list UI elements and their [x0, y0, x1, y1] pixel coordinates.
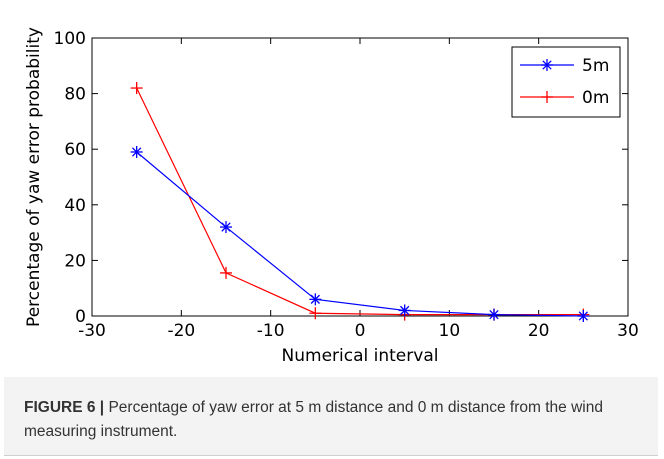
caption-text: Percentage of yaw error at 5 m distance … — [24, 399, 603, 440]
marker-stroke — [578, 311, 588, 321]
data-point-5m — [130, 145, 143, 158]
data-point-0m — [309, 307, 322, 320]
series-group — [130, 82, 590, 322]
x-tick-label: -30 — [78, 321, 106, 341]
caption-box: FIGURE 6 | Percentage of yaw error at 5 … — [4, 377, 658, 456]
x-tick-label: 20 — [528, 321, 550, 341]
y-tick-label: 100 — [54, 29, 86, 49]
x-tick-label: 0 — [355, 321, 366, 341]
y-tick-label: 40 — [64, 196, 86, 216]
marker-stroke — [132, 147, 142, 157]
legend-marker-5m — [541, 59, 553, 71]
marker-stroke — [542, 60, 552, 70]
x-tick-label: 10 — [439, 321, 461, 341]
axis-ticks: -30 -20 -10 0 10 20 30 0 20 40 60 80 100 — [54, 29, 639, 341]
x-tick-label: -10 — [257, 321, 285, 341]
marker-stroke — [489, 309, 499, 320]
marker-stroke — [310, 294, 320, 304]
legend-label-0m: 0m — [582, 88, 609, 108]
legend-box — [511, 46, 621, 118]
data-point-0m — [130, 82, 143, 95]
y-tick-label: 80 — [64, 85, 86, 105]
data-point-5m — [398, 304, 411, 317]
y-tick-label: 60 — [64, 140, 86, 160]
x-tick-label: 30 — [617, 321, 639, 341]
data-point-5m — [488, 308, 500, 321]
legend-marker-0m — [541, 91, 553, 103]
y-axis-label: Percentage of yaw error probability — [24, 27, 44, 327]
y-tick-label: 0 — [75, 307, 86, 327]
line-chart: -30 -20 -10 0 10 20 30 0 20 40 60 80 100 Numerical i… — [24, 27, 639, 366]
marker-stroke — [400, 305, 410, 316]
data-point-0m — [220, 266, 232, 279]
data-point-5m — [577, 310, 590, 322]
data-point-5m — [309, 293, 322, 306]
y-tick-label: 20 — [64, 251, 86, 271]
x-tick-label: -20 — [167, 321, 195, 341]
figure-caption: FIGURE 6 | Percentage of yaw error at 5 … — [24, 396, 644, 444]
legend-label-5m: 5m — [582, 56, 609, 76]
series-line-5m — [136, 151, 584, 317]
legend: 5m 0m — [511, 46, 621, 118]
x-axis-label: Numerical interval — [282, 346, 439, 366]
data-point-5m — [220, 221, 232, 234]
caption-label: FIGURE 6 | — [24, 399, 105, 416]
marker-stroke — [221, 222, 231, 232]
